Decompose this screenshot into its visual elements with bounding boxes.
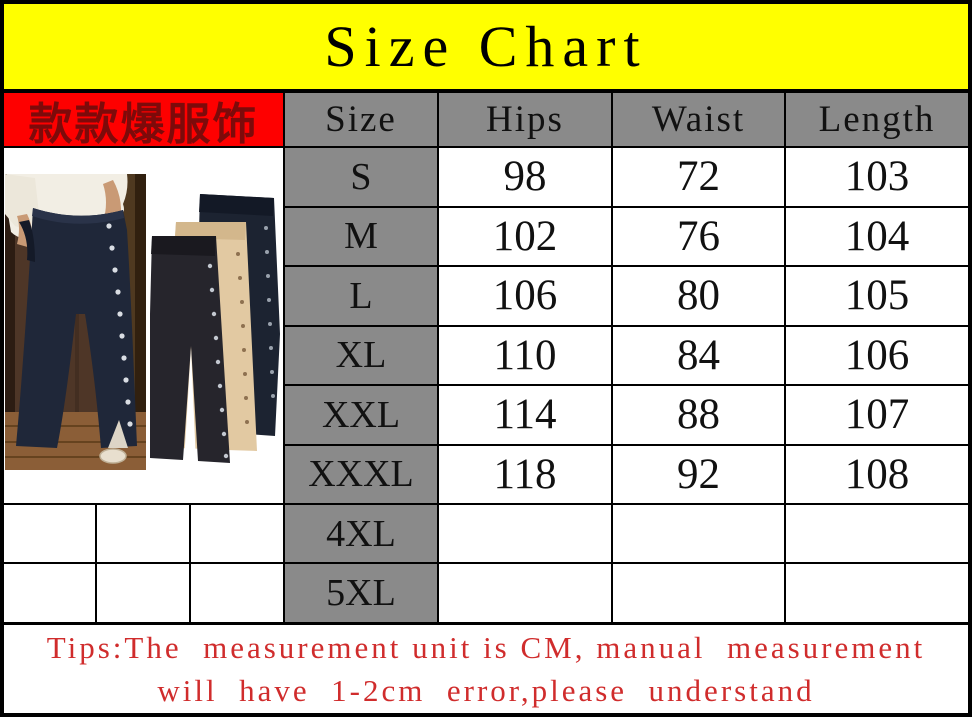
page-title: Size Chart (324, 14, 648, 79)
waist-cell: 80 (613, 267, 784, 325)
length-cell: 108 (786, 445, 968, 503)
tips-line-1: Tips:The measurement unit is CM, manual … (46, 630, 926, 665)
tips-footer: Tips:The measurement unit is CM, manual … (4, 622, 968, 713)
size-cell: 5XL (285, 564, 437, 622)
empty-cell (4, 505, 95, 562)
size-cell: XXL (285, 386, 437, 444)
col-header-waist: Waist (613, 93, 784, 146)
waist-cell: 76 (613, 207, 784, 265)
length-cell: 105 (786, 267, 968, 325)
model-photo-illustration (5, 174, 146, 470)
size-cell: S (285, 148, 437, 206)
length-cell: 107 (786, 386, 968, 444)
title-banner: Size Chart (4, 4, 968, 93)
empty-cell (97, 505, 189, 562)
product-photo (4, 148, 283, 503)
waist-cell: 72 (613, 148, 784, 206)
tips-line-2: will have 1-2cm error,please understand (157, 673, 815, 708)
empty-cell (4, 564, 95, 622)
empty-cell (191, 564, 283, 622)
size-table: 款款爆服饰 Size Hips Waist Length (4, 93, 968, 622)
waist-cell: 84 (613, 326, 784, 384)
hips-cell (439, 505, 611, 562)
size-cell: 4XL (285, 505, 437, 562)
size-cell: M (285, 207, 437, 265)
empty-cell (97, 564, 189, 622)
hips-cell: 106 (439, 267, 611, 325)
length-cell (786, 564, 968, 622)
col-header-length: Length (786, 93, 968, 146)
hips-cell: 114 (439, 386, 611, 444)
waist-cell: 88 (613, 386, 784, 444)
hips-cell: 102 (439, 207, 611, 265)
waist-cell (613, 564, 784, 622)
waist-cell: 92 (613, 445, 784, 503)
length-cell: 106 (786, 326, 968, 384)
length-cell: 103 (786, 148, 968, 206)
hips-cell: 118 (439, 445, 611, 503)
col-header-size: Size (285, 93, 437, 146)
waist-cell (613, 505, 784, 562)
size-cell: XL (285, 326, 437, 384)
empty-cell (191, 505, 283, 562)
hips-cell: 98 (439, 148, 611, 206)
length-cell: 104 (786, 207, 968, 265)
length-cell (786, 505, 968, 562)
brand-label: 款款爆服饰 (28, 99, 259, 147)
flatlay-photo-illustration (150, 174, 283, 470)
size-cell: XXXL (285, 445, 437, 503)
hips-cell: 110 (439, 326, 611, 384)
brand-cell: 款款爆服饰 (4, 93, 283, 146)
col-header-hips: Hips (439, 93, 611, 146)
hips-cell (439, 564, 611, 622)
size-cell: L (285, 267, 437, 325)
